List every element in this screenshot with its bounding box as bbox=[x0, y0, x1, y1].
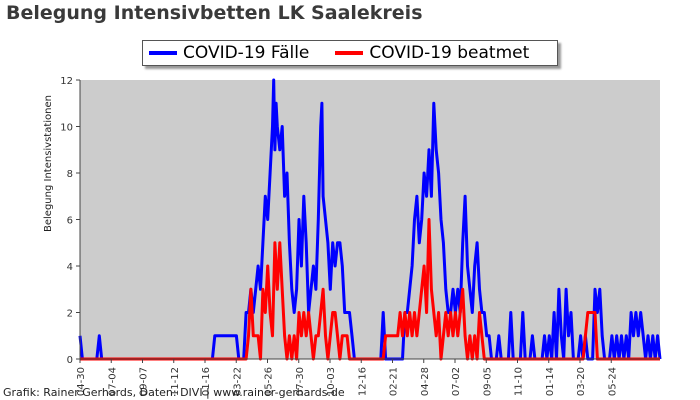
chart-legend: COVID-19 Fälle COVID-19 beatmet bbox=[142, 40, 558, 66]
legend-swatch-beatmet bbox=[335, 51, 364, 55]
plot-area bbox=[80, 80, 660, 359]
legend-label-beatmet: COVID-19 beatmet bbox=[369, 43, 530, 63]
x-tick-label-9: 12-16 bbox=[357, 367, 368, 396]
y-tick-label-2: 2 bbox=[67, 309, 73, 320]
y-tick-label-4: 4 bbox=[67, 262, 73, 273]
x-tick-label-0: 04-30 bbox=[76, 367, 87, 396]
x-tick-label-14: 11-10 bbox=[514, 367, 525, 396]
x-tick-label-10: 02-21 bbox=[389, 367, 400, 396]
x-tick-label-17: 05-24 bbox=[607, 367, 618, 396]
legend-item-faelle: COVID-19 Fälle bbox=[143, 43, 309, 63]
x-tick-label-15: 01-14 bbox=[545, 367, 556, 396]
x-tick-label-8: 10-03 bbox=[326, 367, 337, 396]
x-tick-label-1: 07-04 bbox=[107, 367, 118, 396]
x-tick-label-7: 07-30 bbox=[295, 367, 306, 396]
x-tick-label-12: 07-02 bbox=[451, 367, 462, 396]
y-tick-label-0: 0 bbox=[67, 355, 73, 366]
x-tick-label-3: 11-12 bbox=[170, 367, 181, 396]
x-tick-label-2: 09-07 bbox=[139, 367, 150, 396]
legend-label-faelle: COVID-19 Fälle bbox=[183, 43, 310, 63]
legend-swatch-faelle bbox=[149, 51, 177, 55]
x-tick-label-4: 01-16 bbox=[201, 367, 212, 396]
chart-credit: Grafik: Rainer Gerhards, Daten: DIVI | w… bbox=[3, 386, 345, 399]
x-tick-label-5: 03-22 bbox=[232, 367, 243, 396]
chart-title: Belegung Intensivbetten LK Saalekreis bbox=[6, 2, 423, 24]
legend-item-beatmet: COVID-19 beatmet bbox=[329, 43, 529, 63]
x-tick-label-6: 05-26 bbox=[264, 367, 275, 396]
y-tick-label-6: 6 bbox=[67, 216, 73, 227]
y-tick-label-12: 12 bbox=[60, 76, 73, 87]
x-tick-label-13: 09-05 bbox=[482, 367, 493, 396]
x-tick-label-16: 03-20 bbox=[576, 367, 587, 396]
y-tick-label-10: 10 bbox=[60, 123, 73, 134]
x-tick-label-11: 04-28 bbox=[420, 367, 431, 396]
y-tick-label-8: 8 bbox=[67, 169, 73, 180]
